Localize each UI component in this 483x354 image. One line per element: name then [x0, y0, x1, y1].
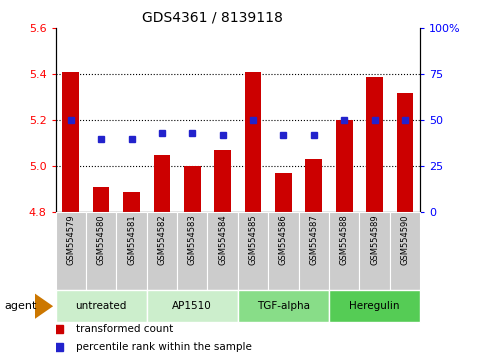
Bar: [123, 192, 140, 212]
Bar: [305, 159, 322, 212]
Bar: [116, 212, 147, 290]
Bar: [56, 290, 147, 322]
Bar: [62, 72, 79, 212]
Bar: [359, 212, 390, 290]
Bar: [214, 150, 231, 212]
Text: AP1510: AP1510: [172, 301, 212, 311]
Bar: [397, 93, 413, 212]
Bar: [268, 212, 298, 290]
Text: GSM554585: GSM554585: [249, 215, 257, 266]
Bar: [245, 72, 261, 212]
Bar: [275, 173, 292, 212]
Text: GSM554586: GSM554586: [279, 215, 288, 266]
Bar: [238, 212, 268, 290]
Text: GSM554590: GSM554590: [400, 215, 410, 265]
Text: GSM554579: GSM554579: [66, 215, 75, 266]
Bar: [93, 187, 110, 212]
Text: TGF-alpha: TGF-alpha: [257, 301, 310, 311]
Bar: [147, 212, 177, 290]
Text: GSM554588: GSM554588: [340, 215, 349, 266]
Text: agent: agent: [5, 301, 37, 311]
Bar: [329, 212, 359, 290]
Text: GSM554587: GSM554587: [309, 215, 318, 266]
Text: GSM554582: GSM554582: [157, 215, 167, 266]
Text: Heregulin: Heregulin: [349, 301, 400, 311]
Bar: [184, 166, 200, 212]
Bar: [86, 212, 116, 290]
Text: transformed count: transformed count: [76, 324, 173, 334]
Text: untreated: untreated: [75, 301, 127, 311]
Bar: [177, 212, 208, 290]
Bar: [147, 290, 238, 322]
Bar: [238, 290, 329, 322]
Bar: [336, 120, 353, 212]
Bar: [154, 155, 170, 212]
Bar: [366, 76, 383, 212]
Bar: [56, 212, 86, 290]
Text: GSM554581: GSM554581: [127, 215, 136, 266]
Text: percentile rank within the sample: percentile rank within the sample: [76, 342, 252, 352]
Text: GSM554583: GSM554583: [188, 215, 197, 266]
Bar: [298, 212, 329, 290]
Text: GSM554589: GSM554589: [370, 215, 379, 266]
Text: GDS4361 / 8139118: GDS4361 / 8139118: [142, 11, 283, 25]
Polygon shape: [35, 293, 53, 319]
Bar: [208, 212, 238, 290]
Bar: [329, 290, 420, 322]
Bar: [390, 212, 420, 290]
Text: GSM554584: GSM554584: [218, 215, 227, 266]
Text: GSM554580: GSM554580: [97, 215, 106, 266]
